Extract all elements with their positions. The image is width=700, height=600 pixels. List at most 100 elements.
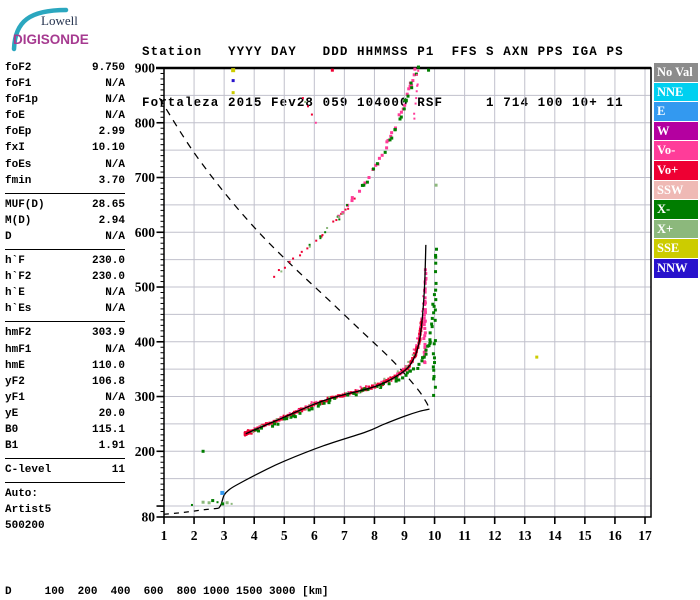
param-row: yF1 N/A bbox=[5, 390, 125, 406]
param-name: hmF2 bbox=[5, 327, 32, 340]
param-row: foEp 2.99 bbox=[5, 124, 125, 140]
single-echo-dot bbox=[231, 79, 235, 83]
legend-item: SSW bbox=[654, 180, 698, 200]
param-row: D N/A bbox=[5, 229, 125, 245]
x-axis-tick-label: 15 bbox=[578, 528, 592, 543]
param-name: M(D) bbox=[5, 214, 32, 227]
x-axis-tick-label: 14 bbox=[548, 528, 562, 543]
x-axis-tick-label: 3 bbox=[221, 528, 228, 543]
param-name: foEp bbox=[5, 126, 32, 139]
single-echo-dot bbox=[310, 113, 313, 116]
param-value: 20.0 bbox=[98, 407, 125, 420]
legend-item: X- bbox=[654, 200, 698, 219]
lowell-digisonde-logo: Lowell DIGISONDE bbox=[11, 7, 89, 52]
scaled-parameters-panel: foF2 9.750 foF1 N/A foF1p N/A foE N/A foEp 2.99 fx… bbox=[5, 60, 125, 535]
single-echo-dot bbox=[427, 68, 431, 72]
single-echo-dot bbox=[434, 183, 438, 187]
x-axis-tick-label: 11 bbox=[458, 528, 471, 543]
legend-item: SSE bbox=[654, 239, 698, 258]
single-echo-dot bbox=[225, 501, 229, 505]
x-axis-tick-label: 9 bbox=[401, 528, 408, 543]
param-group-divider bbox=[5, 458, 125, 460]
autoscaling-info-line: Auto: bbox=[5, 488, 39, 501]
single-echo-dot bbox=[231, 68, 236, 73]
param-value: 2.94 bbox=[98, 214, 125, 227]
param-value: N/A bbox=[105, 94, 125, 107]
param-name: h`Es bbox=[5, 303, 32, 316]
x-axis-tick-label: 8 bbox=[371, 528, 378, 543]
x-axis-tick-label: 7 bbox=[341, 528, 348, 543]
single-echo-dot bbox=[216, 501, 219, 504]
param-value: 9.750 bbox=[91, 62, 125, 74]
param-row: M(D) 2.94 bbox=[5, 213, 125, 229]
single-echo-dot bbox=[535, 355, 539, 359]
echo-direction-legend: No Val NNE E W Vo- Vo+ SSW X- X+ SSE NNW bbox=[654, 63, 698, 279]
legend-item: NNE bbox=[654, 82, 698, 102]
param-value: 3.70 bbox=[98, 174, 125, 187]
param-row: fmin 3.70 bbox=[5, 173, 125, 189]
param-value: N/A bbox=[105, 158, 125, 171]
single-echo-dot bbox=[220, 490, 225, 495]
param-row: foF1 N/A bbox=[5, 76, 125, 92]
param-name: hmF1 bbox=[5, 343, 32, 356]
param-name: foEs bbox=[5, 158, 32, 171]
single-echo-dot bbox=[314, 121, 317, 124]
param-row: hmF1 N/A bbox=[5, 342, 125, 358]
param-name: h`E bbox=[5, 287, 25, 300]
param-name: yF1 bbox=[5, 391, 25, 404]
legend-item: NNW bbox=[654, 258, 698, 278]
x-axis-tick-label: 12 bbox=[488, 528, 502, 543]
x-axis-tick-label: 2 bbox=[191, 528, 198, 543]
param-value: 11 bbox=[111, 464, 125, 477]
param-value: 230.0 bbox=[91, 255, 125, 268]
single-echo-dot bbox=[230, 502, 233, 505]
param-row: h`F 230.0 bbox=[5, 253, 125, 269]
y-axis-tick-label: 200 bbox=[135, 444, 156, 459]
single-echo-dot bbox=[330, 68, 334, 72]
x-axis-tick-label: 17 bbox=[638, 528, 652, 543]
param-row: yF2 106.8 bbox=[5, 374, 125, 390]
param-value: 303.9 bbox=[91, 327, 125, 340]
topside-profile-extrapolation bbox=[158, 97, 431, 409]
param-name: h`F2 bbox=[5, 271, 32, 284]
bottomside-profile-lead-in bbox=[163, 507, 219, 515]
artist-o-trace-fit bbox=[245, 244, 427, 435]
param-name: foF1 bbox=[5, 78, 32, 91]
y-axis-tick-label: 700 bbox=[135, 170, 156, 185]
logo-arc bbox=[11, 7, 69, 52]
logo-digisonde-text: DIGISONDE bbox=[13, 32, 89, 47]
param-group-divider bbox=[5, 321, 125, 323]
param-value: N/A bbox=[105, 230, 125, 243]
single-echo-dot bbox=[306, 105, 309, 108]
param-value: 106.8 bbox=[91, 375, 125, 388]
param-value: 2.99 bbox=[98, 126, 125, 139]
param-row: foF2 9.750 bbox=[5, 60, 125, 76]
single-echo-dot bbox=[190, 503, 193, 506]
param-name: hmE bbox=[5, 359, 25, 372]
legend-item: X+ bbox=[654, 219, 698, 239]
y-axis-tick-label: 800 bbox=[135, 115, 156, 130]
legend-item: No Val bbox=[654, 63, 698, 82]
param-row: B0 115.1 bbox=[5, 422, 125, 438]
param-row: B1 1.91 bbox=[5, 438, 125, 454]
param-name: D bbox=[5, 230, 12, 243]
autoscaling-info-line: 500200 bbox=[5, 520, 45, 533]
x-axis-tick-label: 16 bbox=[608, 528, 622, 543]
param-value: 1.91 bbox=[98, 440, 125, 453]
param-name: yE bbox=[5, 407, 19, 420]
single-echo-dot bbox=[301, 97, 304, 100]
param-name: h`F bbox=[5, 255, 25, 268]
x-axis-tick-label: 4 bbox=[251, 528, 258, 543]
y-axis-tick-label: 400 bbox=[135, 334, 156, 349]
y-axis-tick-label: 900 bbox=[135, 61, 156, 76]
param-row: MUF(D) 28.65 bbox=[5, 197, 125, 213]
param-name: B0 bbox=[5, 423, 19, 436]
param-name: C-level bbox=[5, 464, 52, 477]
y-axis-tick-label: 600 bbox=[135, 225, 156, 240]
param-name: B1 bbox=[5, 440, 19, 453]
bottom-info-block: D 100 200 400 600 800 1000 1500 3000 [km… bbox=[5, 556, 665, 600]
single-echo-dot bbox=[221, 502, 225, 506]
param-row: h`Es N/A bbox=[5, 301, 125, 317]
autoscaling-info-line: Artist5 bbox=[5, 504, 52, 517]
